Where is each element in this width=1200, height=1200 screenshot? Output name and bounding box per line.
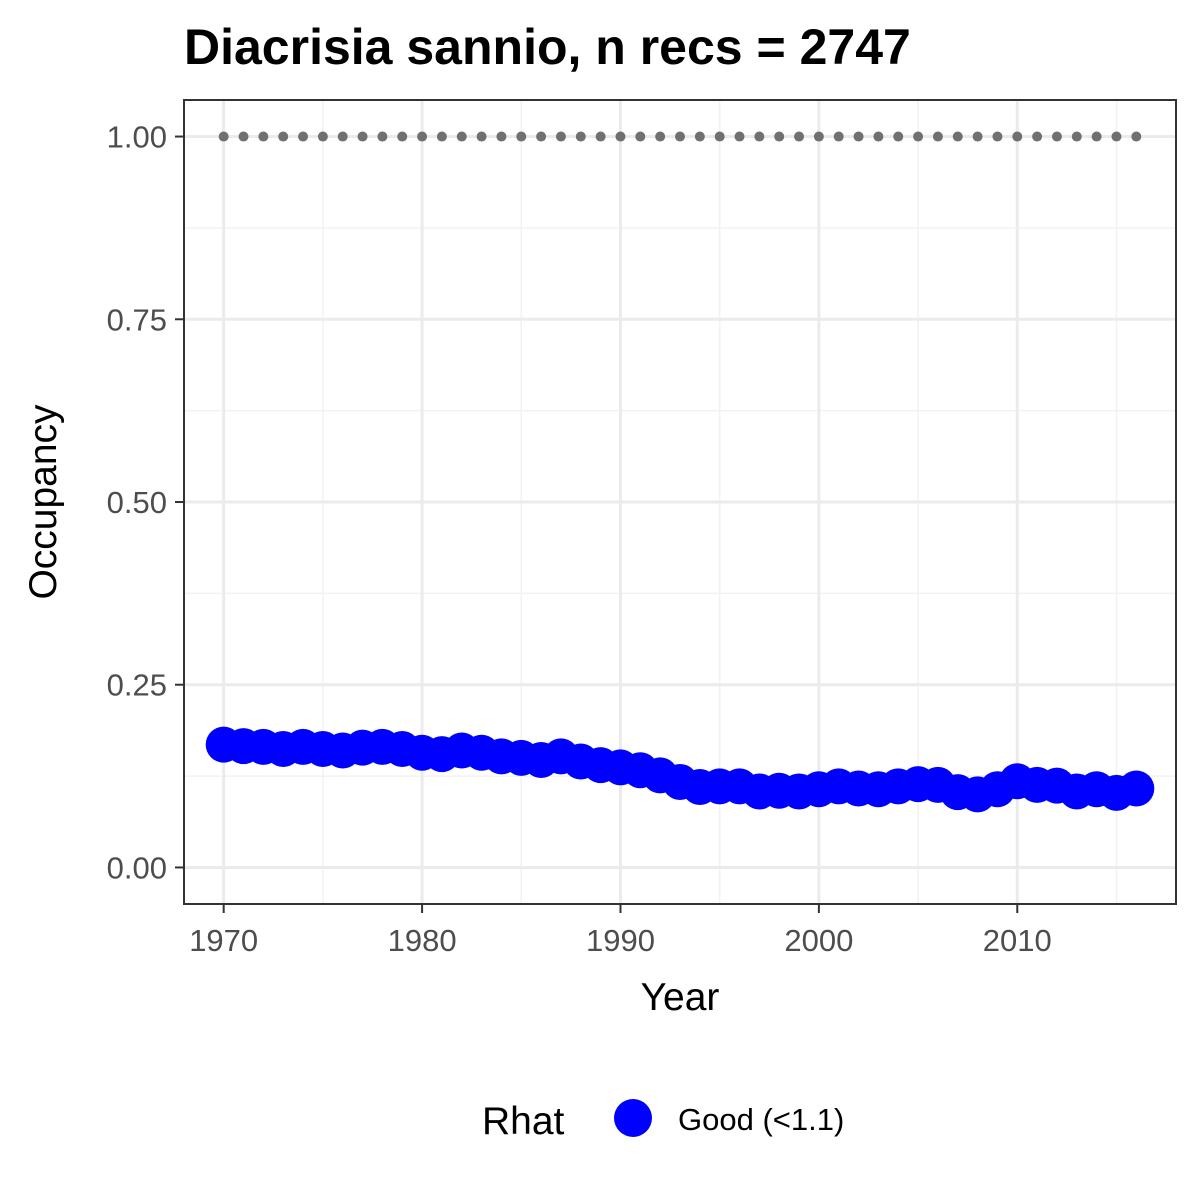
reference-point [1091,131,1102,142]
x-axis-title: Year [641,976,720,1019]
reference-point [476,131,487,142]
data-points [205,726,1155,813]
reference-point [813,131,824,142]
reference-point [615,131,626,142]
reference-point [893,131,904,142]
reference-point [774,131,785,142]
y-tick-label: 0.00 [107,850,167,885]
reference-point [833,131,844,142]
x-tick-label: 1970 [189,923,258,958]
reference-point [575,131,586,142]
y-tick-label: 0.25 [107,668,167,703]
reference-point [278,131,289,142]
reference-point [1051,131,1062,142]
reference-point [913,131,924,142]
x-tick-label: 2010 [983,923,1052,958]
reference-point [238,131,249,142]
chart-title: Diacrisia sannio, n recs = 2747 [184,19,911,75]
reference-point [298,131,309,142]
y-axis-title: Occupancy [22,404,65,600]
reference-point [853,131,864,142]
reference-point [357,131,368,142]
reference-point [992,131,1003,142]
x-tick-label: 1990 [586,923,655,958]
x-axis: 1970 1980 1990 2000 2010 [189,904,1052,958]
reference-point [932,131,943,142]
reference-point [377,131,388,142]
reference-point [754,131,765,142]
reference-point [1071,131,1082,142]
legend-key-good [614,1099,652,1137]
data-point [1118,770,1155,807]
reference-point [655,131,666,142]
reference-point [1032,131,1043,142]
reference-point [337,131,348,142]
reference-point [317,131,328,142]
reference-point [1012,131,1023,142]
reference-point [1131,131,1142,142]
reference-point [516,131,527,142]
reference-point [635,131,646,142]
reference-point [595,131,606,142]
reference-point [456,131,467,142]
reference-point [714,131,725,142]
reference-point [675,131,685,142]
legend-title: Rhat [482,1100,565,1143]
reference-points [218,131,1142,142]
legend-label-good: Good (<1.1) [678,1102,844,1137]
reference-point [952,131,963,142]
x-tick-label: 1980 [388,923,457,958]
reference-point [694,131,705,142]
reference-point [536,131,547,142]
y-axis: 0.00 0.25 0.50 0.75 1.00 [107,120,184,885]
reference-point [1111,131,1122,142]
reference-point [972,131,983,142]
reference-point [496,131,507,142]
reference-point [218,131,229,142]
y-tick-label: 0.75 [107,302,167,337]
reference-point [417,131,428,142]
reference-point [397,131,408,142]
y-tick-label: 0.50 [107,485,167,520]
reference-point [794,131,805,142]
legend: Rhat Good (<1.1) [482,1099,844,1143]
reference-point [734,131,745,142]
reference-point [436,131,447,142]
y-tick-label: 1.00 [107,120,167,155]
reference-point [555,131,566,142]
reference-point [258,131,269,142]
x-tick-label: 2000 [784,923,853,958]
reference-point [873,131,884,142]
